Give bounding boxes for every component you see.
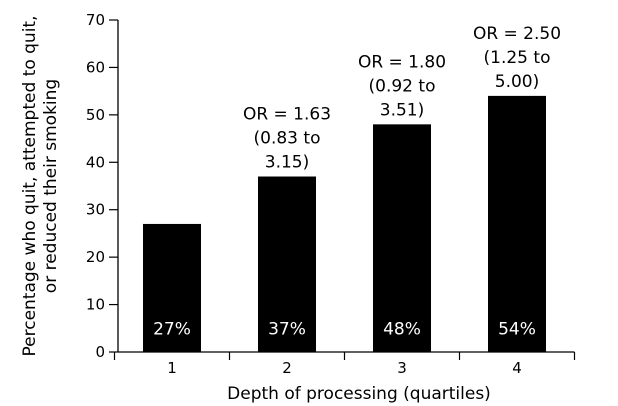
bar-2 (258, 176, 316, 352)
bar-value-label: 27% (153, 319, 191, 339)
y-axis-title: Percentage who quit, attempted to quit, … (20, 16, 61, 357)
y-axis-title-line-1: Percentage who quit, attempted to quit, (20, 16, 40, 357)
y-tick-label: 50 (86, 106, 105, 124)
y-tick-label: 40 (86, 153, 105, 171)
odds-ratio-annotation-line: 3.51) (380, 100, 424, 120)
odds-ratio-annotation-line: OR = 1.80 (358, 52, 446, 72)
odds-ratio-annotation-line: 3.15) (265, 153, 309, 173)
odds-ratio-annotation-line: OR = 2.50 (473, 24, 561, 44)
x-tick-label: 2 (282, 359, 292, 377)
x-tick-label: 3 (397, 359, 407, 377)
y-tick-label: 30 (86, 201, 105, 219)
bar-1 (143, 223, 201, 352)
plot-area: 0 10 20 30 40 50 60 70 1 27% 2 37% OR = 1.63 (0.83 to… (86, 11, 576, 377)
x-axis-title: Depth of processing (quartiles) (227, 384, 491, 404)
y-tick-label: 10 (86, 296, 105, 314)
y-tick-label: 0 (95, 343, 105, 361)
x-tick-label: 1 (167, 359, 177, 377)
odds-ratio-annotation-line: (0.92 to (369, 76, 436, 96)
y-axis-title-line-2: or reduced their smoking (41, 79, 61, 293)
bar-3 (373, 124, 431, 352)
bar-4 (488, 95, 546, 352)
bar-value-label: 48% (383, 319, 421, 339)
bar-value-label: 54% (498, 319, 536, 339)
odds-ratio-annotation-line: OR = 1.63 (243, 105, 331, 125)
x-tick-label: 4 (512, 359, 522, 377)
y-tick-label: 60 (86, 58, 105, 76)
bar-value-label: 37% (268, 319, 306, 339)
odds-ratio-annotation-line: (0.83 to (254, 129, 321, 149)
y-tick-label: 70 (86, 11, 105, 29)
odds-ratio-annotation-line: 5.00) (495, 72, 539, 92)
y-tick-label: 20 (86, 248, 105, 266)
odds-ratio-annotation-line: (1.25 to (484, 48, 551, 68)
